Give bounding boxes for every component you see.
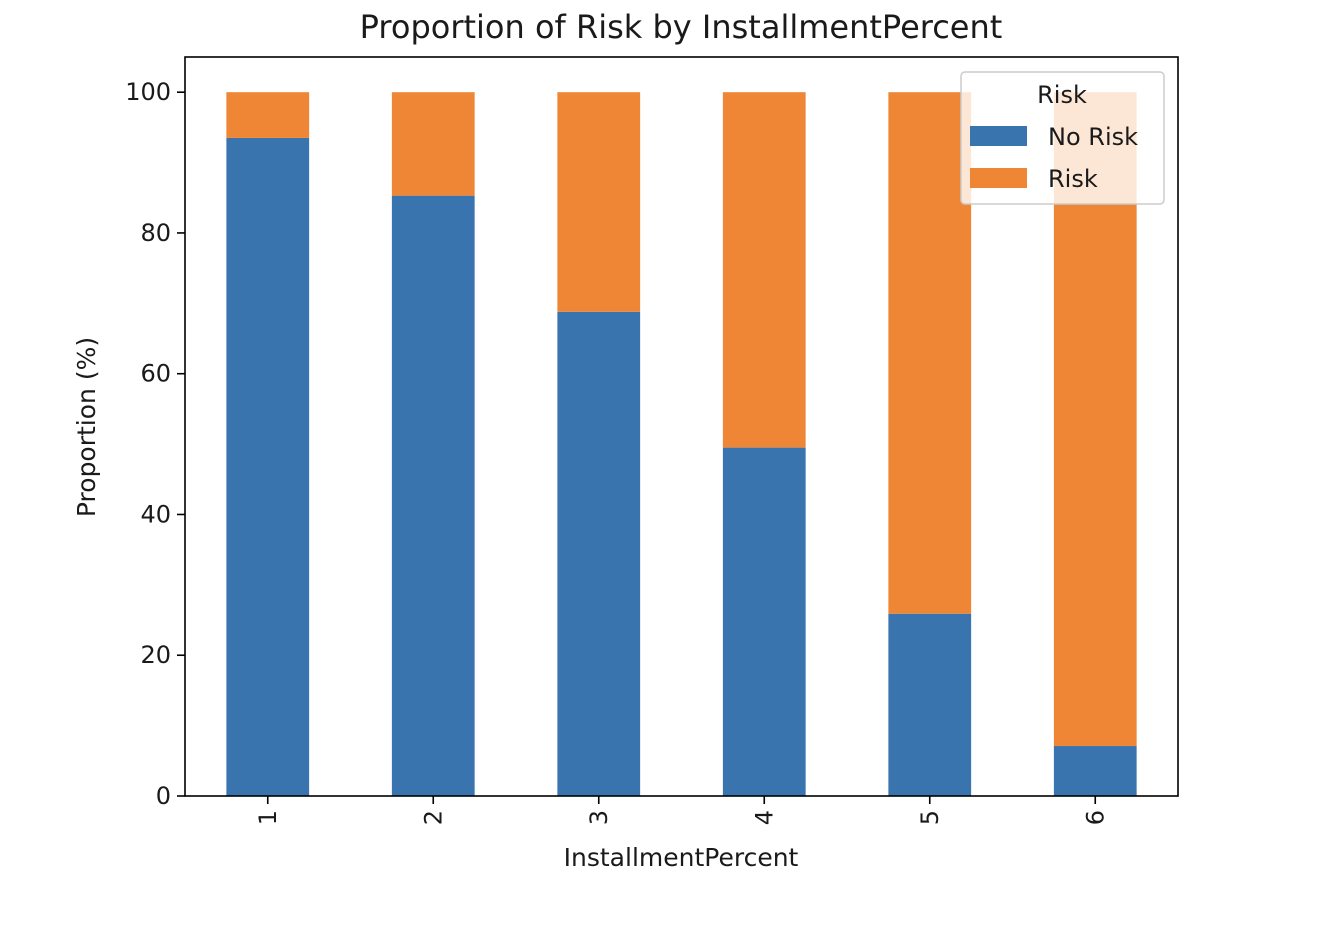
bar-no-risk-5 [888,613,972,796]
chart-title: Proportion of Risk by InstallmentPercent [360,8,1003,46]
y-tick-label-80: 80 [140,219,171,247]
bar-risk-3 [557,92,641,312]
x-tick-label-3: 3 [585,810,613,825]
bar-no-risk-6 [1053,746,1137,796]
y-tick-label-0: 0 [156,782,171,810]
bar-risk-5 [888,92,972,614]
legend-label-risk: Risk [1048,165,1098,193]
legend-swatch-no-risk [970,126,1027,146]
legend-title: Risk [1037,81,1087,109]
bar-risk-2 [391,92,475,196]
bar-no-risk-1 [226,137,310,796]
y-tick-label-40: 40 [140,500,171,528]
bar-no-risk-3 [557,311,641,796]
bar-no-risk-4 [722,447,806,796]
x-tick-label-5: 5 [916,810,944,825]
bars-layer [226,92,1137,796]
x-tick-label-6: 6 [1081,810,1109,825]
bar-risk-4 [722,92,806,448]
x-tick-label-2: 2 [419,810,447,825]
y-tick-label-100: 100 [125,78,171,106]
plot-frame [184,56,1179,797]
legend: Risk No Risk Risk [960,71,1165,205]
x-tick-label-1: 1 [254,810,282,825]
x-axis-label: InstallmentPercent [564,843,799,872]
legend-swatch-risk [970,168,1027,188]
bar-no-risk-2 [391,195,475,796]
x-tick-label-4: 4 [750,810,778,825]
y-tick-label-20: 20 [140,641,171,669]
y-tick-label-60: 60 [140,360,171,388]
legend-label-no-risk: No Risk [1048,123,1138,151]
y-axis-label: Proportion (%) [72,337,101,517]
bar-risk-1 [226,92,310,138]
